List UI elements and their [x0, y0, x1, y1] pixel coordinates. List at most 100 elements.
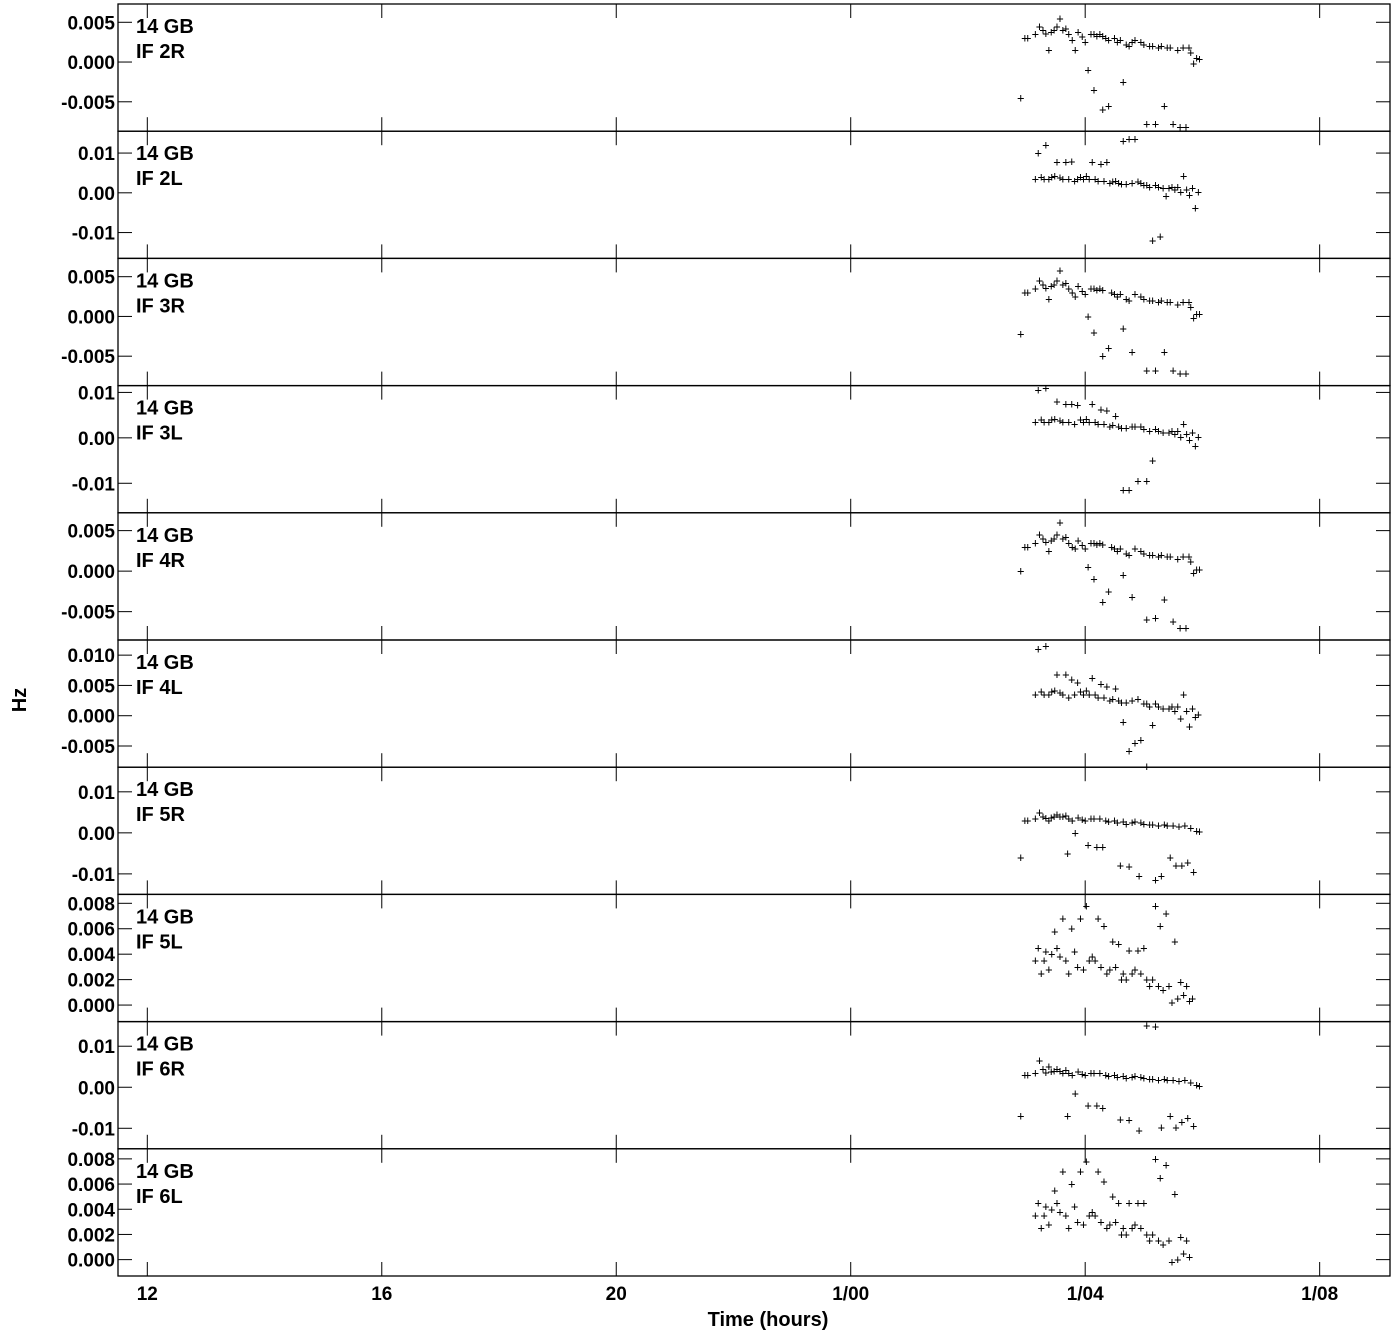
data-point: +: [1065, 27, 1072, 41]
data-point: +: [1108, 286, 1115, 300]
data-point: +: [1089, 1205, 1096, 1219]
data-point: +: [1126, 1113, 1133, 1127]
data-point: +: [1045, 688, 1052, 702]
data-point: +: [1155, 1234, 1162, 1248]
data-point: +: [1048, 810, 1055, 824]
data-point: +: [1177, 621, 1184, 635]
data-point: +: [1062, 22, 1069, 36]
y-tick-label: 0.005: [67, 522, 115, 543]
data-point: +: [1117, 33, 1124, 47]
data-point: +: [1128, 590, 1135, 604]
x-tick-label: 12: [137, 1284, 158, 1305]
data-point: +: [1189, 992, 1196, 1006]
data-point: +: [1192, 439, 1199, 453]
data-point: +: [1169, 818, 1176, 832]
data-point: +: [1062, 1063, 1069, 1077]
data-point: +: [1039, 278, 1046, 292]
data-point: +: [1053, 395, 1060, 409]
data-point: +: [1137, 966, 1144, 980]
data-point: +: [1105, 814, 1112, 828]
data-point: +: [1105, 1069, 1112, 1083]
data-point: +: [1059, 688, 1066, 702]
data-point: +: [1137, 290, 1144, 304]
data-point: +: [1131, 962, 1138, 976]
data-point: +: [1183, 1234, 1190, 1248]
data-point: +: [1077, 684, 1084, 698]
data-point: +: [1045, 292, 1052, 306]
data-point: +: [1032, 811, 1039, 825]
data-point: +: [1164, 41, 1171, 55]
data-point: +: [1155, 550, 1162, 564]
data-point: +: [1140, 178, 1147, 192]
data-point: +: [1168, 1255, 1175, 1269]
data-point: +: [1074, 960, 1081, 974]
y-tick-label: 0.004: [67, 1200, 115, 1221]
data-point: +: [1090, 83, 1097, 97]
data-point: +: [1181, 818, 1188, 832]
y-tick-label: 0.01: [78, 383, 115, 404]
data-point: +: [1183, 427, 1190, 441]
x-tick-label: 1/04: [1067, 1284, 1104, 1305]
data-point: +: [1196, 307, 1203, 321]
data-point: +: [1143, 363, 1150, 377]
data-point: +: [1126, 132, 1133, 146]
data-point: +: [1087, 27, 1094, 41]
data-point: +: [1106, 694, 1113, 708]
data-point: +: [1099, 595, 1106, 609]
data-point: +: [1134, 1196, 1141, 1210]
data-point: +: [1036, 1054, 1043, 1068]
data-point: +: [1195, 430, 1202, 444]
data-point: +: [1111, 287, 1118, 301]
data-point: +: [1135, 869, 1142, 883]
data-point: +: [1097, 960, 1104, 974]
panel-station-label: 14 GB: [136, 525, 194, 547]
data-point: +: [1140, 422, 1147, 436]
data-point: +: [1065, 966, 1072, 980]
data-point: +: [1152, 1152, 1159, 1166]
data-point: +: [1094, 691, 1101, 705]
data-point: +: [1024, 286, 1031, 300]
data-point: +: [1080, 962, 1087, 976]
data-point: +: [1096, 27, 1103, 41]
data-point: +: [1140, 1071, 1147, 1085]
data-point: +: [1152, 363, 1159, 377]
data-point: +: [1131, 736, 1138, 750]
data-point: +: [1068, 397, 1075, 411]
panel-frame: [117, 639, 1391, 768]
y-tick-label: 0.01: [78, 783, 115, 804]
data-point: +: [1143, 474, 1150, 488]
data-point: +: [1143, 117, 1150, 131]
data-point: +: [1115, 937, 1122, 951]
data-point: +: [1056, 171, 1063, 185]
data-point: +: [1155, 424, 1162, 438]
data-point: +: [1109, 692, 1116, 706]
data-point: +: [1079, 813, 1086, 827]
data-point: +: [1056, 1064, 1063, 1078]
data-point: +: [1080, 415, 1087, 429]
data-point: +: [1184, 855, 1191, 869]
data-point: +: [1041, 172, 1048, 186]
data-point: +: [1059, 23, 1066, 37]
data-point: +: [1032, 536, 1039, 550]
data-point: +: [1120, 134, 1127, 148]
data-point: +: [1155, 1073, 1162, 1087]
data-point: +: [1118, 421, 1125, 435]
data-point: +: [1051, 23, 1058, 37]
data-point: +: [1190, 311, 1197, 325]
data-point: +: [1123, 38, 1130, 52]
data-point: +: [1093, 29, 1100, 43]
y-tick-label: 0.005: [67, 13, 115, 34]
data-point: +: [1161, 345, 1168, 359]
y-tick-label: 0.000: [67, 307, 115, 328]
data-point: +: [1068, 922, 1075, 936]
data-point: +: [1186, 1250, 1193, 1264]
data-point: +: [1056, 263, 1063, 277]
data-point: +: [1072, 43, 1079, 57]
data-point: +: [1083, 683, 1090, 697]
data-point: +: [1108, 540, 1115, 554]
data-point: +: [1082, 814, 1089, 828]
data-point: +: [1160, 181, 1167, 195]
data-point: +: [1146, 979, 1153, 993]
